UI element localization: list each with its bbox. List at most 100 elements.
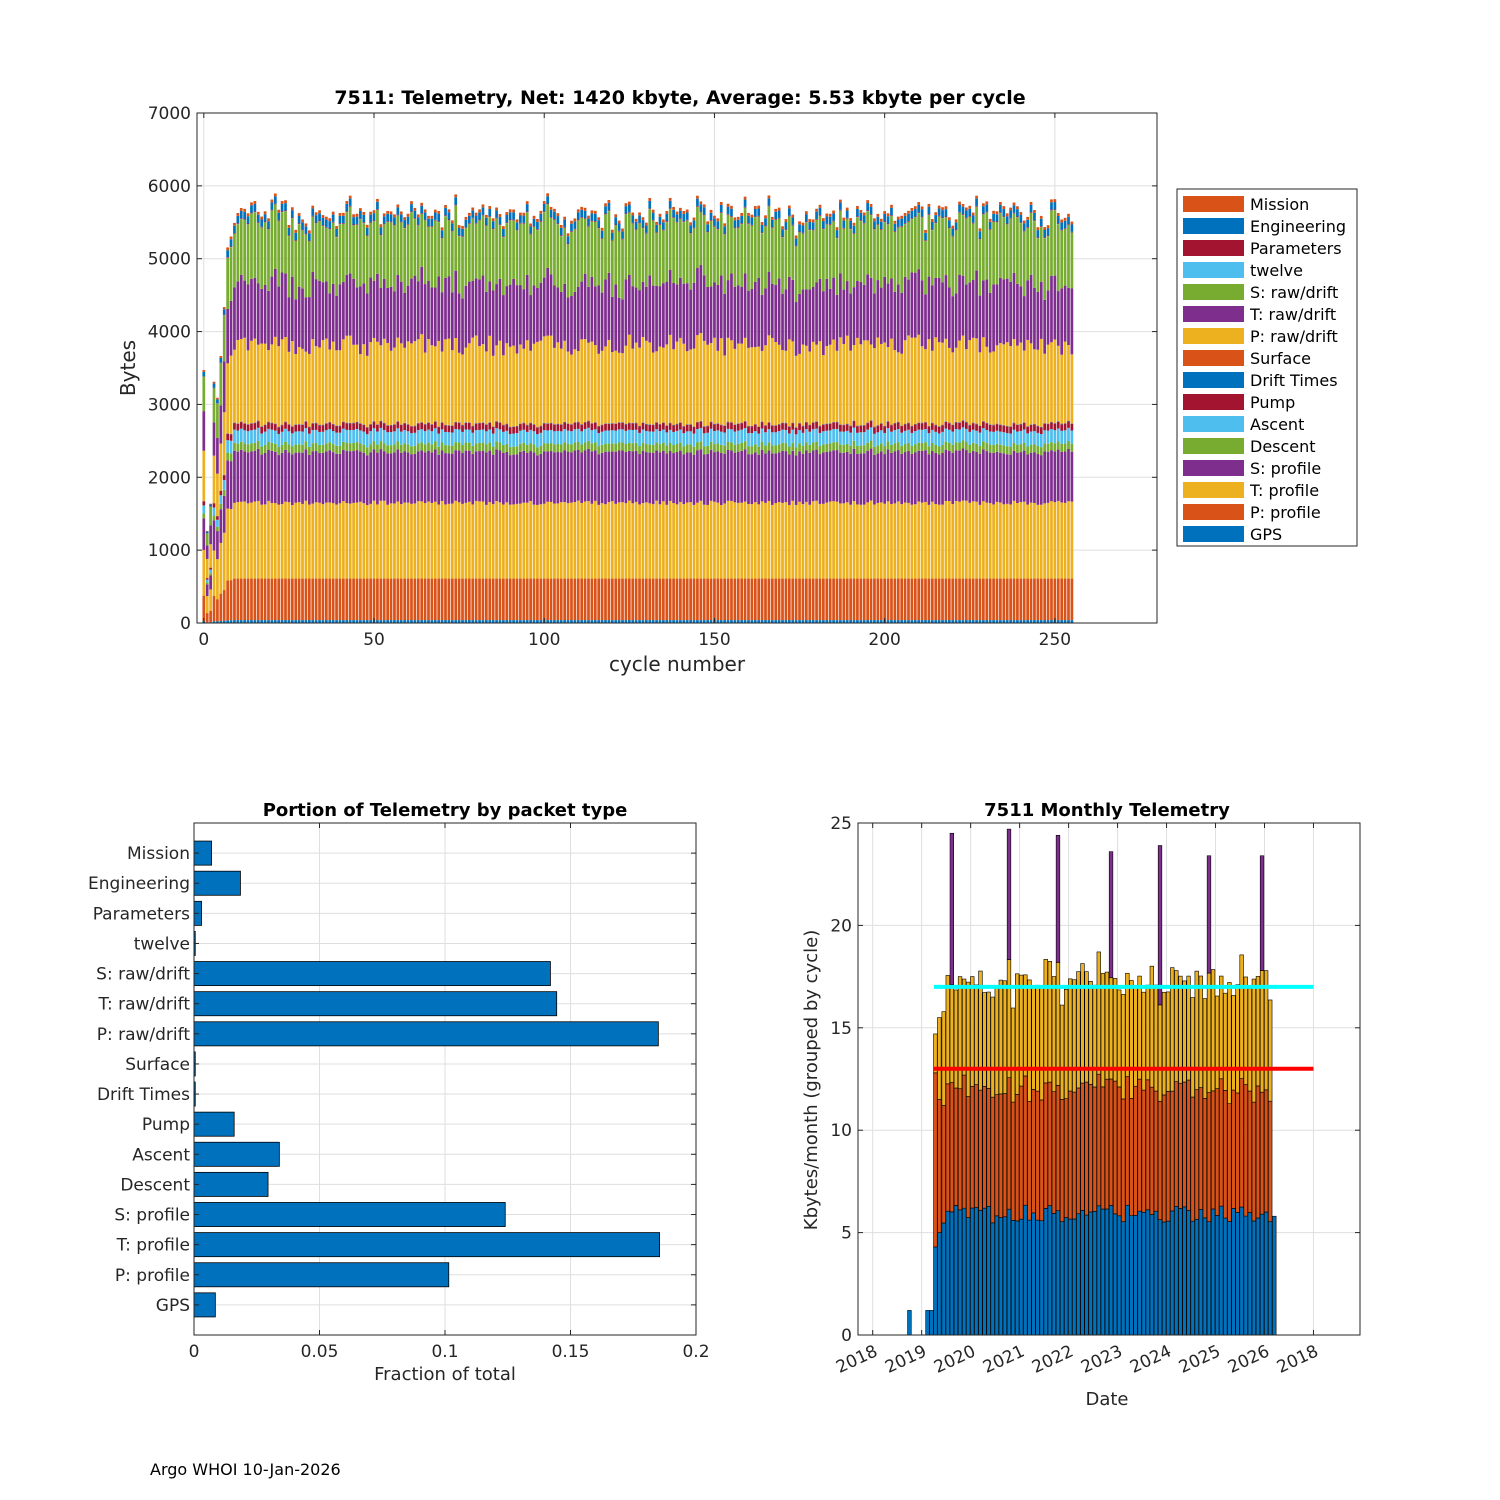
- bar-segment: [502, 237, 505, 296]
- bar-segment: [764, 218, 767, 226]
- bar-segment: [610, 423, 614, 431]
- bar-segment: [668, 334, 672, 423]
- bar-segment: [791, 225, 795, 280]
- bar-segment: [294, 578, 298, 621]
- bar-segment: [849, 229, 852, 294]
- bar-segment: [811, 429, 815, 443]
- monthly-bar: [1272, 1215, 1277, 1336]
- bar-segment: [627, 450, 631, 501]
- monthly-bar-segment: [1194, 1218, 1199, 1336]
- bar-segment: [290, 578, 294, 621]
- bar-segment: [954, 222, 958, 230]
- bar-segment: [403, 451, 407, 503]
- bar-segment: [736, 502, 740, 579]
- bar-segment: [512, 219, 515, 221]
- bar-segment: [376, 341, 379, 425]
- bar-segment: [818, 432, 822, 447]
- bar-segment: [706, 453, 709, 505]
- bar-segment: [631, 578, 635, 621]
- bar-segment: [372, 337, 376, 422]
- bar-segment: [999, 502, 1002, 579]
- bar-segment: [355, 287, 359, 345]
- bar-segment: [832, 213, 835, 221]
- bar-segment: [886, 224, 890, 284]
- bar-segment: [1050, 209, 1053, 211]
- bar-segment: [273, 503, 277, 579]
- bar-segment: [1016, 578, 1019, 621]
- bar-segment: [999, 277, 1002, 344]
- bar-segment: [641, 450, 645, 504]
- monthly-bar-segment: [1027, 1219, 1032, 1336]
- bar-segment: [287, 227, 291, 236]
- bar-segment: [396, 337, 400, 422]
- bar-segment: [893, 231, 897, 292]
- bar-segment: [393, 503, 396, 579]
- bar-segment: [539, 213, 543, 222]
- monthly-bar-segment: [966, 1217, 971, 1336]
- bar-segment: [672, 282, 675, 350]
- bar-segment: [658, 431, 662, 445]
- bar-segment: [747, 433, 750, 447]
- bar-segment: [934, 337, 938, 425]
- bar-segment: [876, 578, 880, 621]
- bar-segment: [498, 225, 502, 279]
- bar-segment: [839, 620, 842, 623]
- bar-segment: [828, 451, 832, 502]
- bar-segment: [433, 421, 437, 429]
- bar-segment: [406, 341, 410, 424]
- monthly-bar-segment: [1251, 978, 1257, 1103]
- bar-segment: [481, 429, 485, 443]
- bar-segment: [359, 219, 362, 287]
- bar-segment: [205, 531, 209, 534]
- bar-segment: [559, 235, 563, 236]
- bar-segment: [638, 578, 641, 621]
- bar-segment: [655, 450, 658, 501]
- bar-segment: [294, 229, 298, 233]
- bar-segment: [485, 452, 488, 505]
- bar-segment: [828, 224, 832, 225]
- bar-segment: [331, 283, 335, 342]
- bar-segment: [822, 503, 825, 579]
- bar-segment: [1022, 223, 1026, 231]
- bar-segment: [995, 284, 999, 346]
- bar-segment: [900, 226, 904, 293]
- bar-segment: [519, 223, 522, 286]
- bar-segment: [682, 283, 686, 344]
- bar-segment: [726, 337, 730, 422]
- bar-segment: [512, 504, 515, 579]
- bar-segment: [944, 501, 948, 579]
- category-label: T: profile: [116, 1236, 190, 1256]
- bar-segment: [250, 430, 253, 444]
- bar-segment: [621, 299, 624, 354]
- bar-segment: [365, 578, 369, 621]
- bar-segment: [277, 346, 281, 427]
- bar-segment: [937, 578, 941, 621]
- bar-segment: [747, 215, 750, 224]
- bar-segment: [525, 201, 529, 205]
- bar-segment: [444, 277, 447, 340]
- bar-segment: [488, 422, 492, 430]
- bar-segment: [485, 351, 488, 425]
- bar-segment: [825, 346, 829, 424]
- bar-segment: [900, 620, 904, 623]
- bar-segment: [246, 424, 250, 432]
- bar-segment: [284, 200, 287, 204]
- bar-segment: [607, 430, 611, 444]
- bar-segment: [420, 213, 424, 214]
- bar-segment: [794, 302, 798, 356]
- bar-segment: [342, 224, 345, 282]
- bar-segment: [406, 224, 410, 286]
- monthly-bar-segment: [1051, 1091, 1057, 1214]
- bar-segment: [876, 445, 880, 454]
- bar-segment: [1039, 447, 1043, 456]
- monthly-bar-segment: [1010, 1220, 1016, 1336]
- bar: [193, 1111, 235, 1137]
- bar-segment: [311, 216, 315, 272]
- bar-segment: [573, 221, 577, 229]
- bar-segment: [488, 281, 492, 336]
- bar-segment: [971, 423, 975, 430]
- bar-segment: [801, 233, 805, 290]
- bar-segment: [1053, 578, 1057, 621]
- bar-segment: [267, 218, 270, 222]
- bar-segment: [222, 489, 226, 496]
